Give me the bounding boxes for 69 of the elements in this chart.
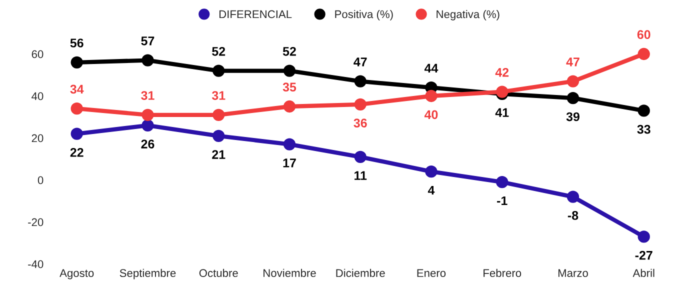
point (354, 98, 366, 110)
data-label: 11 (354, 171, 367, 180)
point (142, 119, 154, 132)
x-tick-label: Febrero (484, 268, 522, 278)
point (142, 108, 154, 121)
data-label: 47 (566, 58, 580, 66)
data-label: 26 (141, 140, 154, 148)
data-label: -8 (568, 211, 578, 220)
point (638, 104, 650, 117)
data-label: 44 (424, 64, 438, 73)
data-label: -1 (497, 196, 508, 206)
point (638, 230, 650, 243)
legend-label: DIFERENCIAL (219, 10, 292, 18)
y-tick-label: 0 (38, 176, 44, 184)
data-label: -27 (635, 250, 652, 260)
data-label: 42 (495, 68, 509, 77)
data-label: 39 (566, 112, 580, 122)
x-tick-label: Octubre (199, 268, 238, 278)
data-label: 34 (70, 84, 84, 94)
y-tick-label: 20 (32, 134, 44, 142)
data-label: 56 (70, 38, 84, 48)
data-label: 22 (70, 148, 84, 157)
data-label: 60 (637, 30, 650, 40)
y-tick-label: 60 (32, 50, 44, 58)
point (283, 64, 296, 77)
data-label: 52 (212, 46, 226, 56)
point (354, 75, 366, 88)
point (212, 64, 225, 77)
point (283, 138, 296, 150)
x-tick-label: Enero (417, 269, 446, 278)
point (70, 128, 83, 140)
data-label: 40 (424, 110, 438, 120)
x-tick-label: Agosto (60, 269, 94, 280)
data-label: 36 (354, 118, 367, 128)
point (425, 166, 438, 178)
x-tick-label: Septiembre (120, 268, 176, 280)
data-label: 35 (282, 82, 296, 92)
point (566, 92, 580, 104)
point (496, 176, 508, 188)
y-tick-label: -20 (28, 218, 44, 226)
x-tick-label: Abril (632, 268, 654, 278)
data-label: 31 (141, 91, 154, 100)
data-label: 47 (354, 58, 367, 66)
point (566, 190, 580, 203)
y-tick-label: -40 (28, 260, 44, 268)
data-label: 17 (283, 158, 296, 168)
point (283, 100, 296, 113)
legend-label: Positiva (%) (335, 10, 393, 20)
data-label: 33 (637, 124, 650, 134)
point (70, 56, 83, 68)
x-tick-label: Marzo (558, 269, 588, 278)
point (354, 150, 366, 163)
data-label: 52 (282, 46, 296, 56)
point (142, 54, 154, 66)
x-tick-label: Diciembre (336, 268, 385, 278)
data-label: 31 (212, 91, 226, 100)
x-tick-label: Noviembre (264, 268, 316, 278)
point (566, 75, 580, 88)
data-label: 21 (212, 150, 226, 159)
point (212, 130, 225, 142)
point (70, 102, 83, 115)
point (425, 90, 438, 102)
data-label: 57 (141, 36, 154, 46)
data-label: 4 (428, 186, 435, 195)
point (638, 48, 650, 60)
y-tick-label: 40 (32, 92, 44, 100)
legend-label: Negativa (%) (436, 10, 500, 20)
point (212, 108, 225, 121)
data-label: 41 (495, 108, 509, 117)
